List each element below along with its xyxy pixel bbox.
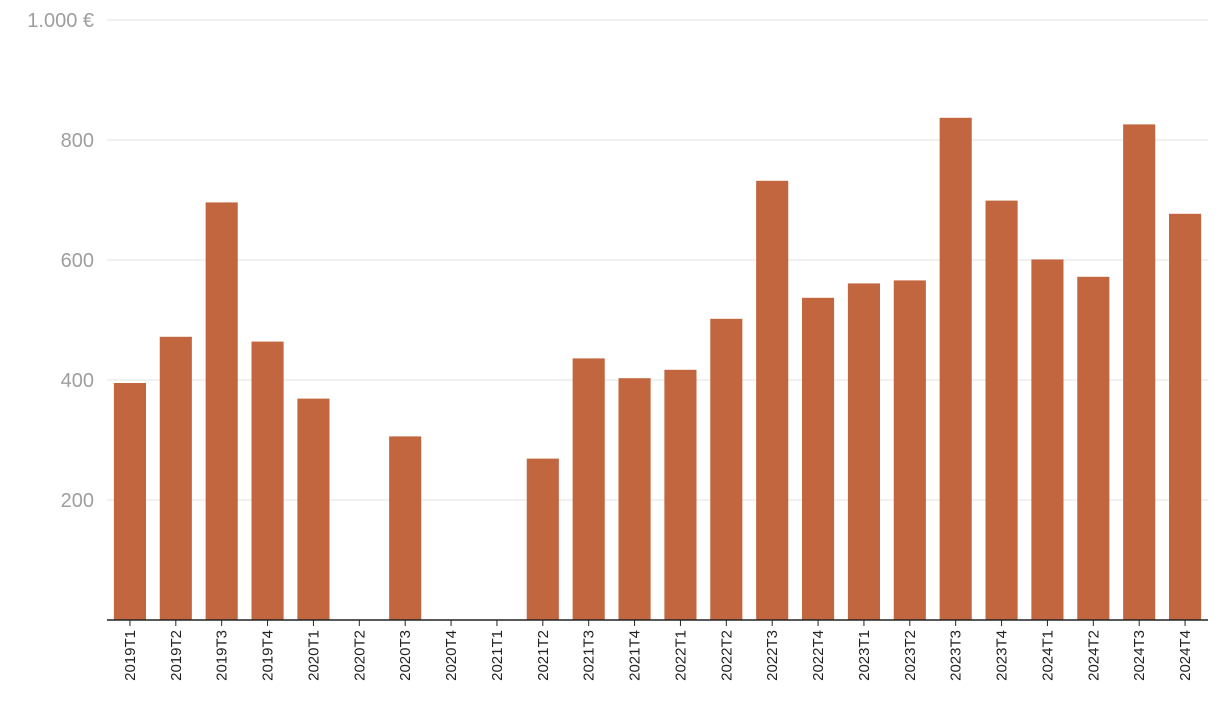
bar-2023T4: [985, 200, 1018, 620]
bar-2022T3: [756, 180, 789, 621]
x-tick-label: 2024T2: [1085, 630, 1102, 681]
x-tick-label: 2019T1: [122, 630, 139, 681]
x-axis-labels: 2019T1 2019T2 2019T3 2019T4 2020T1 2020T2 2020…: [122, 620, 1194, 681]
bar-2024T2: [1077, 276, 1110, 620]
bar-2024T4: [1169, 213, 1202, 621]
bar-2019T4: [251, 341, 284, 620]
x-tick-label: 2021T3: [581, 630, 598, 681]
x-tick-label: 2024T3: [1131, 630, 1148, 681]
y-axis-labels: 200 400 600 800 1.000 €: [27, 10, 94, 512]
x-tick-label: 2022T2: [718, 630, 735, 681]
bar-2023T3: [939, 117, 972, 621]
x-tick-label: 2021T2: [535, 630, 552, 681]
bar-2019T2: [159, 336, 192, 620]
bar-2019T3: [205, 202, 238, 620]
bar-2021T4: [618, 378, 651, 620]
bar-2024T1: [1031, 259, 1064, 620]
x-tick-label: 2019T4: [260, 630, 277, 681]
y-tick-label: 800: [61, 130, 94, 152]
bar-2021T2: [526, 458, 559, 620]
x-tick-label: 2024T4: [1177, 630, 1194, 681]
x-tick-label: 2023T1: [856, 630, 873, 681]
x-tick-label: 2019T2: [168, 630, 185, 681]
x-tick-label: 2024T1: [1039, 630, 1056, 681]
x-tick-label: 2022T3: [764, 630, 781, 681]
bar-2022T4: [802, 297, 835, 620]
y-tick-label: 1.000 €: [27, 10, 94, 32]
bar-2023T1: [847, 283, 880, 620]
bar-2024T3: [1123, 124, 1156, 621]
x-tick-label: 2021T1: [489, 630, 506, 681]
x-tick-label: 2020T1: [305, 630, 322, 681]
bar-2022T2: [710, 318, 743, 620]
y-tick-label: 200: [61, 490, 94, 512]
x-tick-label: 2022T1: [672, 630, 689, 681]
bar-2023T2: [893, 280, 926, 620]
x-tick-label: 2019T3: [214, 630, 231, 681]
x-tick-label: 2020T3: [397, 630, 414, 681]
bar-2020T1: [297, 398, 330, 620]
bar-2020T3: [389, 436, 422, 620]
x-tick-label: 2023T3: [948, 630, 965, 681]
x-tick-label: 2023T2: [902, 630, 919, 681]
gridlines: [107, 19, 1208, 501]
x-tick-label: 2020T4: [443, 630, 460, 681]
x-tick-label: 2020T2: [351, 630, 368, 681]
bar-2022T1: [664, 369, 697, 620]
bar-2021T3: [572, 358, 605, 620]
bar-2019T1: [113, 383, 146, 620]
y-tick-label: 400: [61, 370, 94, 392]
y-tick-label: 600: [61, 250, 94, 272]
x-tick-label: 2023T4: [994, 630, 1011, 681]
x-tick-label: 2022T4: [810, 630, 827, 681]
bars: [113, 117, 1202, 621]
x-tick-label: 2021T4: [627, 630, 644, 681]
